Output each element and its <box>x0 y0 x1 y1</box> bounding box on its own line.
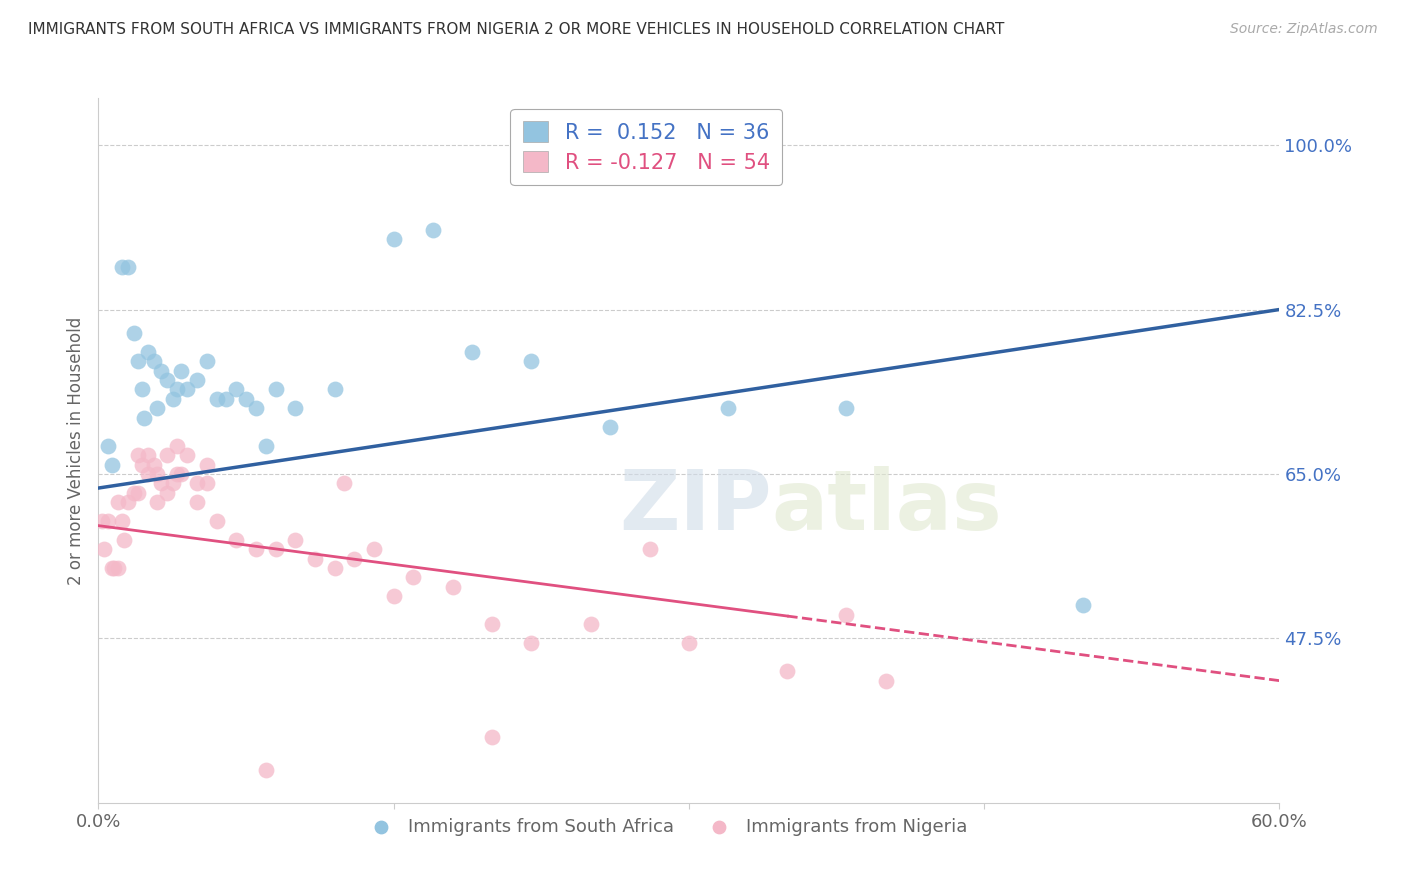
Point <box>235 392 257 406</box>
Point <box>304 551 326 566</box>
Point <box>122 326 145 340</box>
Point <box>1071 599 1094 613</box>
Point <box>215 392 238 406</box>
Point <box>112 533 135 547</box>
Point <box>170 363 193 377</box>
Point <box>520 354 543 368</box>
Point <box>225 383 247 397</box>
Point <box>264 542 287 557</box>
Text: ZIP: ZIP <box>619 467 772 548</box>
Point <box>254 439 277 453</box>
Point <box>166 439 188 453</box>
Point <box>111 514 134 528</box>
Point <box>93 542 115 557</box>
Y-axis label: 2 or more Vehicles in Household: 2 or more Vehicles in Household <box>66 317 84 584</box>
Point <box>264 383 287 397</box>
Point <box>150 363 173 377</box>
Point <box>156 485 179 500</box>
Legend: Immigrants from South Africa, Immigrants from Nigeria: Immigrants from South Africa, Immigrants… <box>356 811 974 843</box>
Point <box>166 383 188 397</box>
Point <box>461 344 484 359</box>
Text: IMMIGRANTS FROM SOUTH AFRICA VS IMMIGRANTS FROM NIGERIA 2 OR MORE VEHICLES IN HO: IMMIGRANTS FROM SOUTH AFRICA VS IMMIGRAN… <box>28 22 1004 37</box>
Point <box>599 420 621 434</box>
Point <box>146 467 169 481</box>
Point <box>117 495 139 509</box>
Point <box>127 485 149 500</box>
Point <box>122 485 145 500</box>
Point <box>150 476 173 491</box>
Point <box>284 401 307 416</box>
Point <box>170 467 193 481</box>
Point <box>225 533 247 547</box>
Point <box>146 495 169 509</box>
Text: atlas: atlas <box>772 467 1002 548</box>
Point <box>156 448 179 462</box>
Point <box>402 570 425 584</box>
Point <box>254 763 277 777</box>
Point <box>107 495 129 509</box>
Point <box>481 730 503 744</box>
Point <box>678 636 700 650</box>
Point <box>245 542 267 557</box>
Point <box>195 458 218 472</box>
Point <box>441 580 464 594</box>
Point <box>382 589 405 603</box>
Point <box>166 467 188 481</box>
Point <box>162 392 184 406</box>
Point <box>195 354 218 368</box>
Point <box>176 448 198 462</box>
Point <box>343 551 366 566</box>
Point <box>195 476 218 491</box>
Point <box>156 373 179 387</box>
Point <box>481 617 503 632</box>
Text: Source: ZipAtlas.com: Source: ZipAtlas.com <box>1230 22 1378 37</box>
Point <box>101 561 124 575</box>
Point <box>579 617 602 632</box>
Point <box>638 542 661 557</box>
Point <box>136 344 159 359</box>
Point <box>176 383 198 397</box>
Point <box>245 401 267 416</box>
Point <box>101 458 124 472</box>
Point <box>205 392 228 406</box>
Point <box>162 476 184 491</box>
Point <box>284 533 307 547</box>
Point <box>131 458 153 472</box>
Point <box>382 232 405 246</box>
Point <box>117 260 139 275</box>
Point <box>142 458 165 472</box>
Point <box>422 222 444 236</box>
Point <box>205 514 228 528</box>
Point <box>97 439 120 453</box>
Point <box>186 373 208 387</box>
Point <box>323 561 346 575</box>
Point <box>835 607 858 622</box>
Point <box>142 354 165 368</box>
Point <box>127 354 149 368</box>
Point <box>136 467 159 481</box>
Point <box>127 448 149 462</box>
Point <box>91 514 114 528</box>
Point <box>132 410 155 425</box>
Point <box>97 514 120 528</box>
Point <box>835 401 858 416</box>
Point <box>107 561 129 575</box>
Point <box>333 476 356 491</box>
Point <box>363 542 385 557</box>
Point <box>717 401 740 416</box>
Point <box>323 383 346 397</box>
Point <box>136 448 159 462</box>
Point <box>103 561 125 575</box>
Point <box>875 673 897 688</box>
Point <box>146 401 169 416</box>
Point <box>520 636 543 650</box>
Point <box>186 476 208 491</box>
Point <box>131 383 153 397</box>
Point <box>776 665 799 679</box>
Point <box>186 495 208 509</box>
Point <box>111 260 134 275</box>
